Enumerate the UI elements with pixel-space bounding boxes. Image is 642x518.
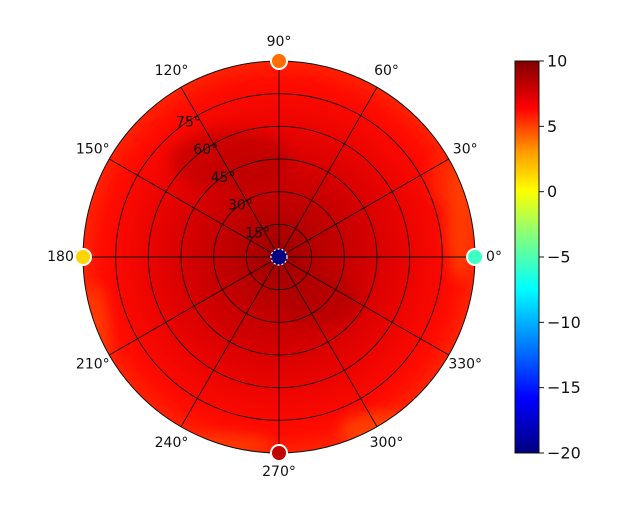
colorbar-tick-label: 0: [547, 182, 557, 201]
colorbar-tick-label: 5: [547, 117, 557, 136]
grid-spoke: [278, 87, 378, 258]
grid-spoke: [180, 87, 280, 258]
grid-spoke: [278, 256, 449, 356]
angular-tick-labels: 0° 30° 60° 90° 120° 150° 180° 210° 240° 270° 300° 3…: [47, 34, 502, 480]
grid-spoke: [109, 158, 280, 258]
edge-marker: [74, 248, 92, 266]
angular-tick-label: 30°: [453, 142, 478, 158]
colorbar-tick-label: −10: [547, 313, 581, 332]
angular-tick-label: 0°: [486, 249, 502, 265]
field-patch-dark-center: [280, 275, 360, 325]
radial-tick-label: 75°: [176, 114, 201, 130]
angular-tick-label: 240°: [155, 435, 189, 451]
colorbar-ticks: 10 5 0 −5 −10 −15 −20: [539, 52, 581, 463]
angular-tick-label: 330°: [448, 357, 482, 373]
edge-marker: [270, 444, 288, 462]
angular-tick-label: 120°: [155, 63, 189, 79]
radial-tick-label: 45°: [211, 170, 236, 186]
angular-tick-label: 300°: [370, 435, 404, 451]
radial-tick-label: 30°: [228, 198, 253, 214]
radial-tick-labels: 15° 30° 45° 60° 75°: [176, 114, 270, 241]
grid-spoke: [180, 256, 280, 427]
edge-marker: [466, 248, 484, 266]
radial-tick-label: 60°: [193, 142, 218, 158]
colorbar-gradient: [514, 60, 540, 454]
colorbar: 10 5 0 −5 −10 −15 −20: [514, 52, 581, 463]
field-patch-dark-north: [170, 130, 290, 190]
edge-marker: [270, 248, 288, 266]
angular-tick-label: 90°: [267, 34, 292, 50]
colorbar-tick-label: −15: [547, 378, 581, 397]
colorbar-tick-label: −20: [547, 444, 581, 463]
radial-tick-label: 15°: [245, 225, 270, 241]
edge-markers: [74, 52, 484, 462]
angular-tick-label: 270°: [262, 464, 296, 480]
grid-spoke: [109, 256, 280, 356]
grid-spoke: [278, 158, 449, 258]
angular-tick-label: 150°: [76, 142, 110, 158]
field-patch-north-east: [430, 155, 450, 205]
angular-tick-label: 180°: [47, 249, 81, 265]
angular-tick-label: 60°: [374, 63, 399, 79]
colorbar-tick-label: −5: [547, 248, 571, 267]
grid-spoke: [278, 256, 378, 427]
colorbar-tick-label: 10: [547, 52, 567, 71]
edge-marker: [270, 52, 288, 70]
angular-tick-label: 210°: [76, 357, 110, 373]
